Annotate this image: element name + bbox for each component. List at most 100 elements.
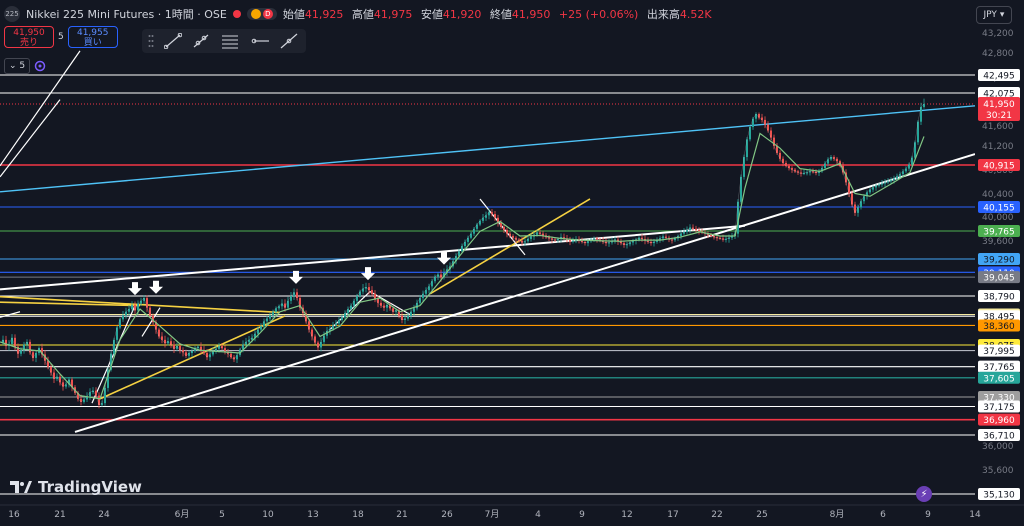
drag-handle-icon[interactable] [148,34,154,48]
quantity-value[interactable]: 5 [58,32,64,42]
horizontal-ray-tool-icon[interactable] [250,33,270,49]
level-price-tag [978,159,1020,171]
level-price-tag [978,429,1020,441]
tradingview-logo: TradingView [10,478,142,496]
sell-button[interactable]: 41,950 売り [4,26,54,48]
currency-select[interactable]: JPY ▾ [976,6,1012,24]
candle-body [83,399,85,402]
candle-body [509,233,511,237]
candle-body [353,300,355,306]
buy-button[interactable]: 41,955 買い [67,26,118,48]
candle-body [506,230,508,234]
candle-body [266,318,268,322]
candle-body [401,315,403,320]
candle-body [893,178,895,181]
level-price-label: 38,495 [983,313,1015,323]
thin-trend-line [479,198,526,256]
time-tick-label: 6 [880,510,886,520]
candle-body [59,376,61,383]
time-tick-label: 21 [396,510,407,520]
down-arrow-marker [289,270,303,284]
candle-body [620,241,622,244]
candle-body [80,398,82,402]
candle-body [233,357,235,360]
candle-body [899,174,901,177]
candle-body [110,353,112,370]
data-source-pill[interactable]: D [246,8,277,20]
candle-body [725,238,727,240]
candle-body [776,145,778,153]
time-tick-label: 16 [8,510,20,520]
yellow-trend-line [99,315,286,400]
level-price-label: 39,765 [983,228,1015,238]
candle-body [170,341,172,345]
fib-tool-icon[interactable] [220,33,240,49]
indicator-gear-icon[interactable] [34,60,46,72]
candle-body [833,157,835,159]
candle-body [527,238,529,242]
candle-body [800,172,802,174]
candle-body [194,348,196,351]
candle-body [197,346,199,349]
symbol-logo-icon: 225 [4,6,20,22]
candle-body [137,303,139,311]
candle-body [896,176,898,179]
candle-body [683,231,685,234]
candle-body [230,353,232,358]
time-tick-label: 5 [219,510,225,520]
level-price-tag [978,201,1020,213]
price-path [0,103,925,406]
candle-body [167,341,169,344]
candle-body [218,346,220,349]
candle-body [320,341,322,348]
candle-body [851,193,853,205]
trend-line-tool-icon[interactable] [164,33,182,49]
candle-body [212,350,214,355]
time-tick-label: 18 [352,510,364,520]
candle-body [878,184,880,186]
candle-body [425,290,427,294]
extended-line-tool-icon[interactable] [280,33,298,49]
candle-body [203,350,205,354]
candle-body [464,241,466,247]
ray-tool-icon[interactable] [192,33,210,49]
candle-body [608,242,610,244]
level-price-tag [978,290,1020,302]
level-price-label: 37,175 [983,403,1015,413]
candle-body [437,274,439,277]
candle-body [287,300,289,308]
candle-body [479,220,481,225]
candle-body [815,171,817,174]
candle-body [692,227,694,229]
time-tick-label: 24 [98,510,110,520]
candle-body [335,323,337,326]
candle-body [767,124,769,131]
down-arrow-marker [149,280,163,294]
time-tick-label: 7月 [485,509,500,520]
lightning-icon[interactable]: ⚡ [916,486,932,502]
candle-body [617,239,619,242]
candle-body [881,183,883,185]
candle-body [584,241,586,244]
candle-body [119,319,121,328]
collapse-legend-button[interactable]: ⌄ 5 [4,58,31,74]
price-tick-label: 43,200 [982,29,1014,39]
candle-body [551,238,553,240]
candle-body [26,341,28,345]
symbol-title[interactable]: Nikkei 225 Mini Futures · 1時間 · OSE [26,8,227,21]
candle-body [17,346,19,354]
candle-body [410,311,412,316]
drawing-toolbar [142,29,306,53]
candle-body [317,342,319,348]
level-price-label: 42,075 [983,90,1015,100]
thin-trend-line [0,99,61,178]
price-tick-label: 35,600 [982,466,1014,476]
candle-body [494,214,496,218]
candle-body [185,352,187,356]
candle-body [809,171,811,173]
candle-body [563,237,565,239]
candle-body [794,169,796,172]
candle-body [272,311,274,316]
candle-body [638,237,640,240]
